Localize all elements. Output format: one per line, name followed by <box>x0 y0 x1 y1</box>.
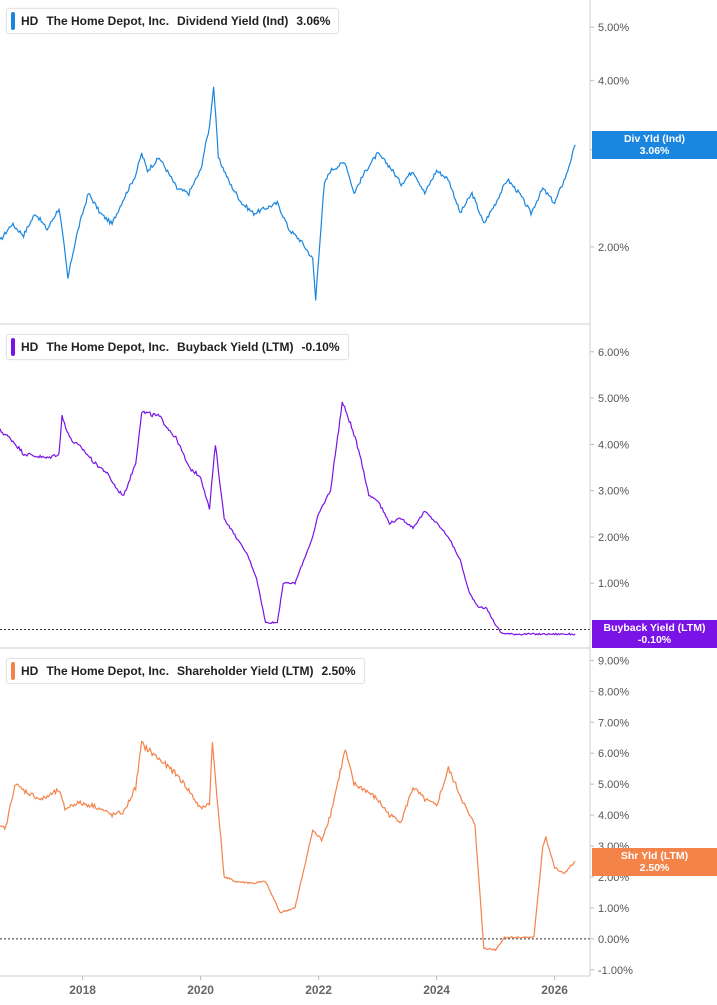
series-line-shareholder <box>0 740 576 952</box>
tag-value: 3.06% <box>639 144 670 157</box>
legend-dividend-yield: HD The Home Depot, Inc. Dividend Yield (… <box>6 8 340 34</box>
series-color-swatch <box>11 662 15 680</box>
legend-shareholder-yield: HD The Home Depot, Inc. Shareholder Yiel… <box>6 658 365 684</box>
y-tick-label-shareholder: 0.00% <box>598 934 629 946</box>
legend-company: The Home Depot, Inc. <box>46 664 170 678</box>
legend-value: 3.06% <box>296 14 331 28</box>
legend-value: 2.50% <box>321 664 356 678</box>
y-tick-label-buyback: 4.00% <box>598 439 629 451</box>
y-tick-label-buyback: 1.00% <box>598 578 629 590</box>
y-tick-label-shareholder: -1.00% <box>598 965 633 977</box>
legend-ticker: HD <box>21 14 39 28</box>
y-tick-label-dividend: 2.00% <box>598 242 629 254</box>
tag-value: -0.10% <box>637 634 672 647</box>
y-tick-label-shareholder: 9.00% <box>598 655 629 667</box>
legend-metric: Buyback Yield (LTM) <box>177 340 294 354</box>
tag-value: 2.50% <box>639 861 670 874</box>
value-tag-shareholder-yield: Shr Yld (LTM) 2.50% <box>592 847 717 876</box>
tag-label: Div Yld (Ind) <box>623 132 686 145</box>
y-tick-label-buyback: 2.00% <box>598 532 629 544</box>
y-tick-label-buyback: 6.00% <box>598 347 629 359</box>
tag-label: Shr Yld (LTM) <box>620 849 689 862</box>
series-color-swatch <box>11 338 15 356</box>
y-tick-label-shareholder: 5.00% <box>598 779 629 791</box>
legend-metric: Shareholder Yield (LTM) <box>177 664 314 678</box>
x-tick-label: 2020 <box>187 983 214 997</box>
y-tick-label-dividend: 5.00% <box>598 22 629 34</box>
x-tick-label: 2022 <box>305 983 332 997</box>
y-tick-label-shareholder: 4.00% <box>598 810 629 822</box>
value-tag-dividend-yield: Div Yld (Ind) 3.06% <box>592 130 717 159</box>
value-tag-buyback-yield: Buyback Yield (LTM) -0.10% <box>592 620 717 649</box>
x-tick-label: 2024 <box>423 983 450 997</box>
legend-metric: Dividend Yield (Ind) <box>177 14 289 28</box>
y-tick-label-dividend: 4.00% <box>598 76 629 88</box>
legend-ticker: HD <box>21 340 39 354</box>
legend-buyback-yield: HD The Home Depot, Inc. Buyback Yield (L… <box>6 334 349 360</box>
y-tick-label-shareholder: 7.00% <box>598 717 629 729</box>
legend-ticker: HD <box>21 664 39 678</box>
y-tick-label-shareholder: 6.00% <box>598 748 629 760</box>
y-tick-label-shareholder: 8.00% <box>598 686 629 698</box>
tag-label: Buyback Yield (LTM) <box>603 622 706 635</box>
y-tick-label-buyback: 3.00% <box>598 486 629 498</box>
y-tick-label-shareholder: 1.00% <box>598 903 629 915</box>
y-tick-label-buyback: 5.00% <box>598 393 629 405</box>
legend-company: The Home Depot, Inc. <box>46 14 170 28</box>
series-color-swatch <box>11 12 15 30</box>
x-tick-label: 2018 <box>69 983 96 997</box>
legend-company: The Home Depot, Inc. <box>46 340 170 354</box>
legend-value: -0.10% <box>301 340 340 354</box>
x-tick-label: 2026 <box>541 983 568 997</box>
series-line-dividend <box>0 86 576 301</box>
series-line-buyback <box>0 401 576 636</box>
